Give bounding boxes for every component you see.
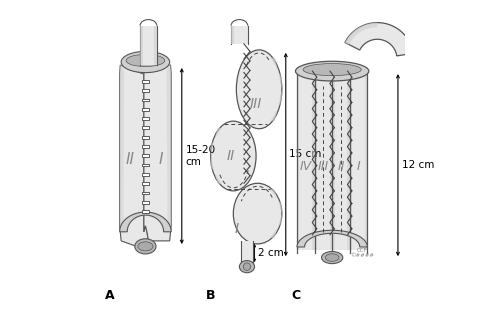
Text: III: III: [250, 97, 262, 111]
Ellipse shape: [135, 239, 156, 254]
Ellipse shape: [240, 261, 254, 273]
Text: I: I: [234, 222, 238, 236]
Text: 15-20
cm: 15-20 cm: [186, 145, 216, 167]
Text: A: A: [104, 289, 114, 301]
Text: C: C: [291, 289, 300, 301]
Bar: [142, 210, 148, 213]
Text: 15 cm: 15 cm: [290, 149, 322, 159]
Ellipse shape: [236, 50, 282, 129]
Text: II: II: [226, 149, 234, 163]
Bar: [142, 154, 148, 157]
Polygon shape: [166, 65, 171, 235]
Ellipse shape: [138, 242, 153, 251]
Text: II: II: [337, 160, 344, 173]
Bar: [142, 182, 148, 185]
Bar: [142, 145, 148, 148]
Bar: [142, 117, 148, 120]
Text: 2 cm: 2 cm: [258, 248, 283, 258]
Text: III: III: [318, 160, 329, 173]
Bar: [142, 192, 148, 194]
Bar: [142, 108, 148, 110]
Text: I: I: [356, 160, 360, 173]
Polygon shape: [120, 212, 171, 232]
Text: I: I: [158, 152, 163, 167]
Bar: [142, 80, 148, 83]
Bar: [142, 126, 148, 129]
Ellipse shape: [326, 254, 339, 261]
Polygon shape: [120, 65, 124, 235]
Bar: [142, 89, 148, 92]
Bar: [142, 136, 148, 139]
Ellipse shape: [322, 251, 343, 264]
Bar: [142, 173, 148, 176]
Ellipse shape: [234, 183, 282, 244]
Polygon shape: [270, 58, 282, 121]
Ellipse shape: [303, 64, 362, 76]
Polygon shape: [120, 65, 148, 250]
Text: IV: IV: [300, 160, 312, 173]
Text: II: II: [126, 152, 135, 167]
Polygon shape: [345, 22, 378, 45]
Polygon shape: [270, 189, 282, 238]
Ellipse shape: [244, 263, 250, 271]
Bar: [142, 201, 148, 204]
Text: CCF
©####: CCF ©####: [350, 248, 374, 258]
Text: B: B: [206, 289, 216, 301]
Polygon shape: [144, 65, 171, 241]
Ellipse shape: [296, 61, 369, 81]
Bar: [142, 99, 148, 101]
Polygon shape: [210, 128, 222, 184]
Ellipse shape: [210, 121, 256, 191]
Text: 12 cm: 12 cm: [402, 160, 434, 170]
Ellipse shape: [121, 51, 170, 73]
Bar: [142, 164, 148, 166]
Ellipse shape: [126, 54, 164, 66]
Polygon shape: [345, 22, 414, 56]
Polygon shape: [297, 230, 368, 247]
